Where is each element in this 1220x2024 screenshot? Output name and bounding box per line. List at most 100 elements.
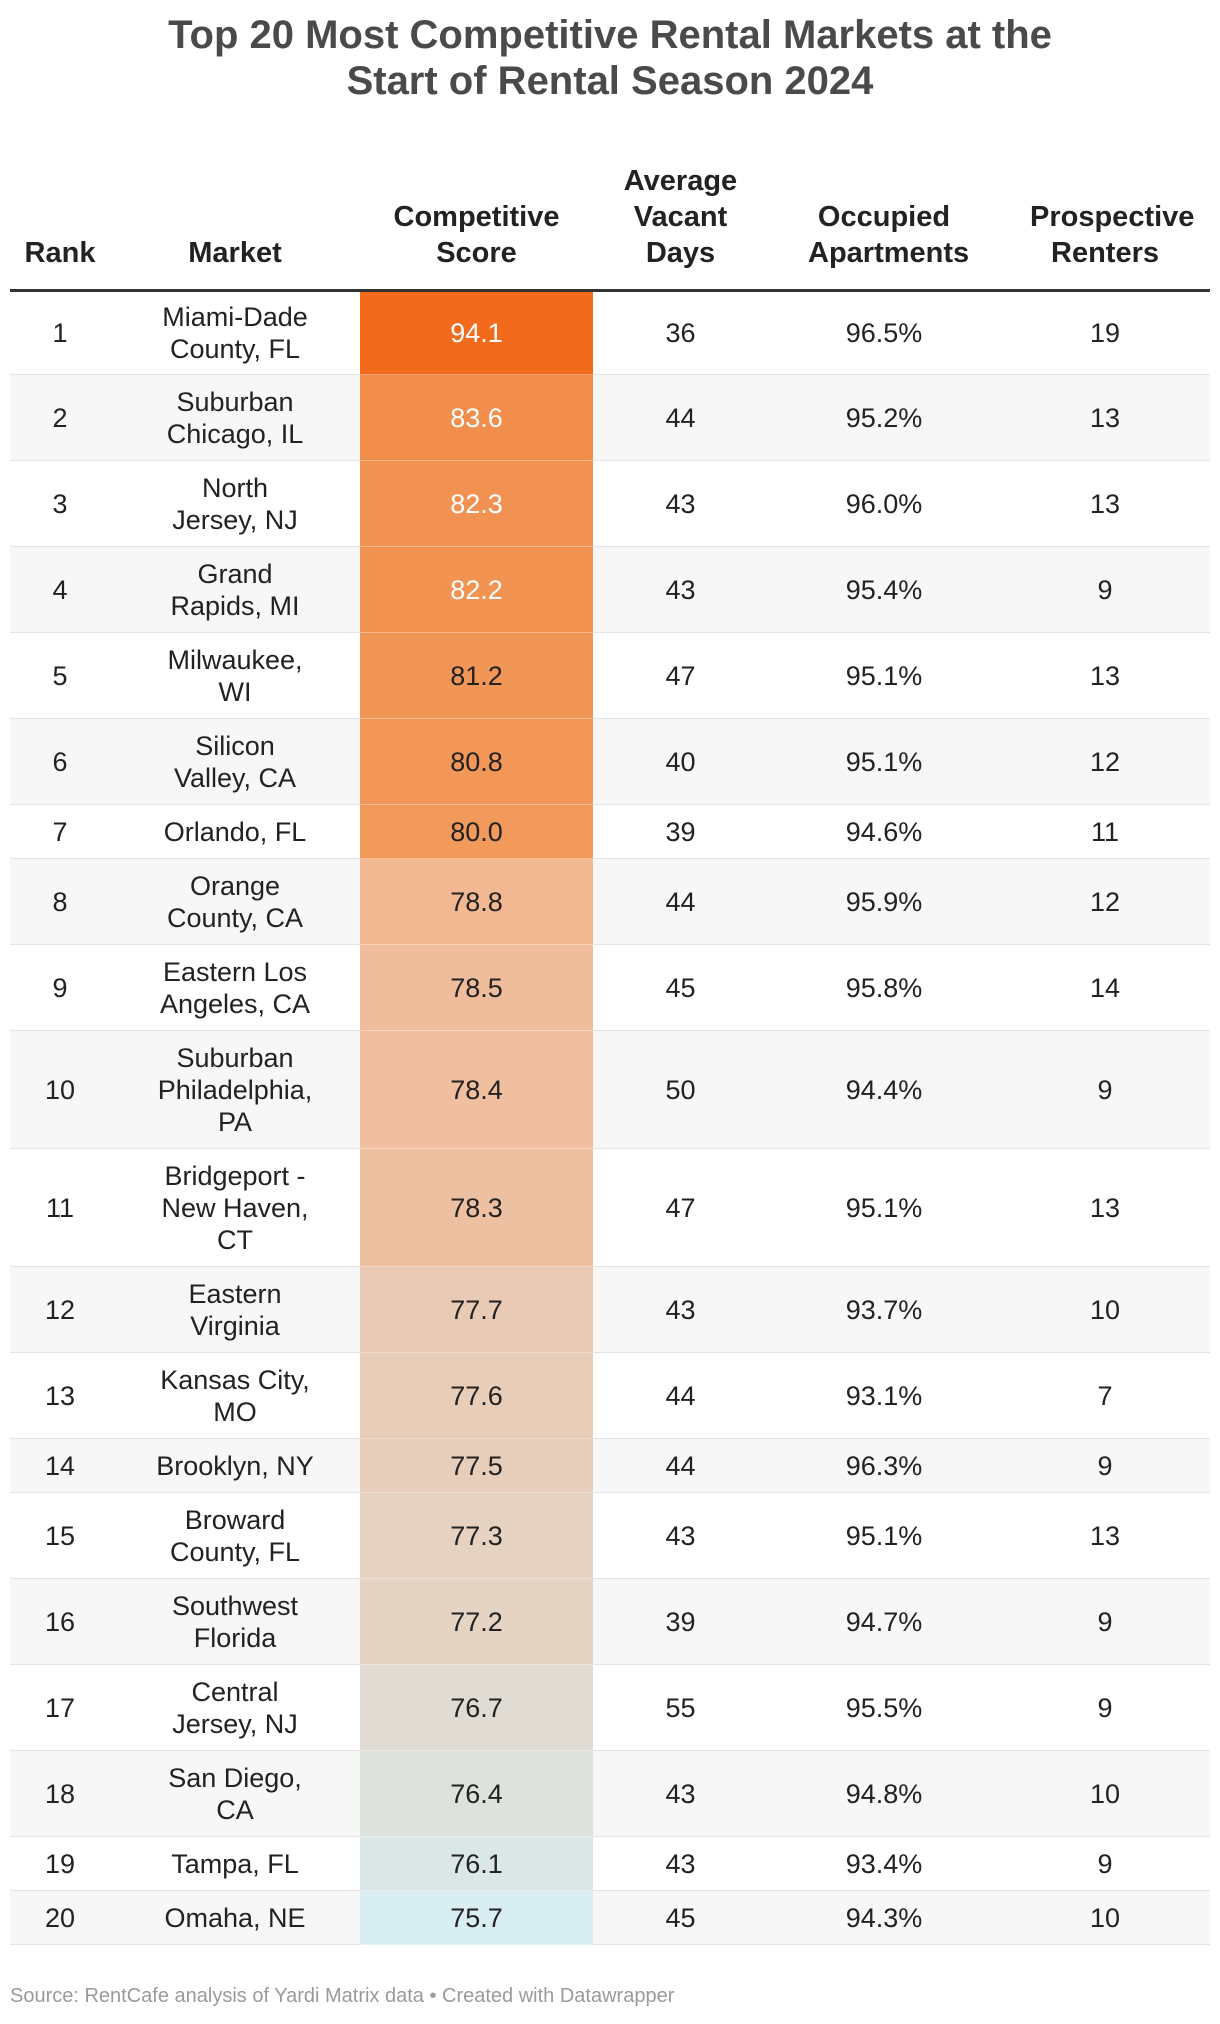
title-line-2: Start of Rental Season 2024: [346, 59, 874, 103]
vacant-days-cell: 44: [593, 1352, 768, 1439]
rank-cell: 5: [10, 632, 110, 719]
vacant-days-cell: 50: [593, 1030, 768, 1149]
renters-cell: 11: [1000, 804, 1210, 859]
col-header-rank: Rank: [10, 163, 110, 292]
table-row: 3 North Jersey, NJ 82.3 43 96.0% 13: [10, 460, 1210, 547]
chart-title: Top 20 Most Competitive Rental Markets a…: [0, 0, 1220, 104]
rental-markets-table: Rank Market Competitive Score Average Vaca…: [10, 163, 1210, 1945]
renters-cell: 10: [1000, 1890, 1210, 1945]
table-row: 14 Brooklyn, NY 77.5 44 96.3% 9: [10, 1438, 1210, 1493]
rank-cell: 7: [10, 804, 110, 859]
renters-cell: 12: [1000, 858, 1210, 945]
table-row: 20 Omaha, NE 75.7 45 94.3% 10: [10, 1890, 1210, 1945]
rank-cell: 11: [10, 1148, 110, 1267]
col-header-vacant-days-text: Average Vacant Days: [623, 165, 738, 269]
rank-cell: 6: [10, 718, 110, 805]
score-cell: 76.7: [360, 1664, 593, 1751]
vacant-days-cell: 39: [593, 804, 768, 859]
market-name: Eastern Los Angeles, CA: [159, 956, 311, 1019]
vacant-days-cell: 44: [593, 858, 768, 945]
header-row: Rank Market Competitive Score Average Vaca…: [10, 163, 1210, 292]
table-row: 9 Eastern Los Angeles, CA 78.5 45 95.8% 14: [10, 944, 1210, 1031]
table-row: 15 Broward County, FL 77.3 43 95.1% 13: [10, 1492, 1210, 1579]
renters-cell: 9: [1000, 1578, 1210, 1665]
occupied-cell: 95.1%: [768, 632, 1000, 719]
market-cell: Bridgeport - New Haven, CT: [110, 1148, 360, 1267]
renters-cell: 13: [1000, 460, 1210, 547]
occupied-cell: 94.3%: [768, 1890, 1000, 1945]
renters-cell: 9: [1000, 546, 1210, 633]
table-row: 1 Miami-Dade County, FL 94.1 36 96.5% 19: [10, 290, 1210, 375]
score-cell: 78.5: [360, 944, 593, 1031]
market-cell: Broward County, FL: [110, 1492, 360, 1579]
vacant-days-cell: 39: [593, 1578, 768, 1665]
market-name: Central Jersey, NJ: [172, 1676, 298, 1739]
market-cell: Miami-Dade County, FL: [110, 290, 360, 375]
market-cell: Suburban Chicago, IL: [110, 374, 360, 461]
score-cell: 75.7: [360, 1890, 593, 1945]
market-cell: Eastern Virginia: [110, 1266, 360, 1353]
vacant-days-cell: 40: [593, 718, 768, 805]
renters-cell: 10: [1000, 1750, 1210, 1837]
market-name: Eastern Virginia: [188, 1278, 282, 1341]
market-cell: Central Jersey, NJ: [110, 1664, 360, 1751]
renters-cell: 9: [1000, 1664, 1210, 1751]
market-cell: Tampa, FL: [110, 1836, 360, 1891]
occupied-cell: 94.8%: [768, 1750, 1000, 1837]
market-cell: Grand Rapids, MI: [110, 546, 360, 633]
rank-cell: 2: [10, 374, 110, 461]
rank-cell: 15: [10, 1492, 110, 1579]
rank-cell: 3: [10, 460, 110, 547]
vacant-days-cell: 36: [593, 290, 768, 375]
occupied-cell: 95.4%: [768, 546, 1000, 633]
table-row: 10 Suburban Philadelphia, PA 78.4 50 94.4% 9: [10, 1030, 1210, 1149]
score-cell: 78.8: [360, 858, 593, 945]
table-row: 4 Grand Rapids, MI 82.2 43 95.4% 9: [10, 546, 1210, 633]
score-cell: 76.4: [360, 1750, 593, 1837]
col-header-occupied: Occupied Apartments: [768, 163, 1000, 292]
market-name: Silicon Valley, CA: [173, 730, 297, 793]
vacant-days-cell: 45: [593, 944, 768, 1031]
vacant-days-cell: 43: [593, 1266, 768, 1353]
table-row: 5 Milwaukee, WI 81.2 47 95.1% 13: [10, 632, 1210, 719]
table-row: 13 Kansas City, MO 77.6 44 93.1% 7: [10, 1352, 1210, 1439]
occupied-cell: 94.4%: [768, 1030, 1000, 1149]
score-cell: 81.2: [360, 632, 593, 719]
score-cell: 76.1: [360, 1836, 593, 1891]
occupied-cell: 95.5%: [768, 1664, 1000, 1751]
renters-cell: 13: [1000, 1148, 1210, 1267]
market-name: Suburban Philadelphia, PA: [157, 1042, 313, 1137]
col-header-score: Competitive Score: [360, 163, 593, 292]
market-cell: Brooklyn, NY: [110, 1438, 360, 1493]
vacant-days-cell: 44: [593, 374, 768, 461]
occupied-cell: 96.5%: [768, 290, 1000, 375]
rank-cell: 9: [10, 944, 110, 1031]
table-row: 18 San Diego, CA 76.4 43 94.8% 10: [10, 1750, 1210, 1837]
renters-cell: 7: [1000, 1352, 1210, 1439]
market-cell: North Jersey, NJ: [110, 460, 360, 547]
table-row: 16 Southwest Florida 77.2 39 94.7% 9: [10, 1578, 1210, 1665]
rank-cell: 18: [10, 1750, 110, 1837]
col-header-vacant-days: Average Vacant Days: [593, 163, 768, 292]
vacant-days-cell: 45: [593, 1890, 768, 1945]
market-name: Brooklyn, NY: [156, 1450, 314, 1481]
market-name: Grand Rapids, MI: [170, 558, 300, 621]
vacant-days-cell: 47: [593, 632, 768, 719]
rank-cell: 17: [10, 1664, 110, 1751]
col-header-market: Market: [110, 163, 360, 292]
table-row: 19 Tampa, FL 76.1 43 93.4% 9: [10, 1836, 1210, 1891]
market-cell: Orange County, CA: [110, 858, 360, 945]
table-row: 11 Bridgeport - New Haven, CT 78.3 47 95.1% 13: [10, 1148, 1210, 1267]
renters-cell: 9: [1000, 1438, 1210, 1493]
score-cell: 94.1: [360, 290, 593, 375]
renters-cell: 13: [1000, 1492, 1210, 1579]
rank-cell: 8: [10, 858, 110, 945]
occupied-cell: 95.8%: [768, 944, 1000, 1031]
vacant-days-cell: 43: [593, 1750, 768, 1837]
market-cell: Milwaukee, WI: [110, 632, 360, 719]
occupied-cell: 93.1%: [768, 1352, 1000, 1439]
score-cell: 78.4: [360, 1030, 593, 1149]
vacant-days-cell: 43: [593, 1836, 768, 1891]
occupied-cell: 95.1%: [768, 718, 1000, 805]
score-cell: 82.2: [360, 546, 593, 633]
